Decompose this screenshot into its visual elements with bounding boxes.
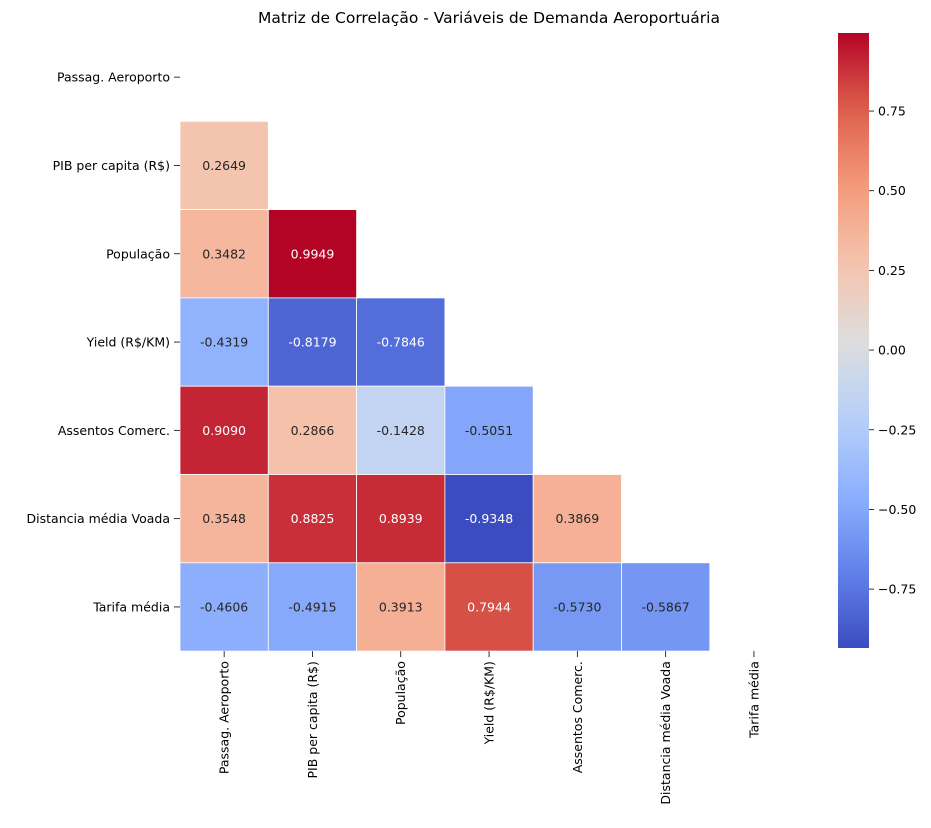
heatmap-cell-r6-c2	[356, 562, 446, 652]
y-tick-label-passag-aeroporto: Passag. Aeroporto	[57, 70, 170, 85]
colorbar-tick-label: −0.25	[878, 422, 916, 437]
heatmap-cell-label-r5-c4: 0.3869	[555, 511, 599, 526]
colorbar-tick-label: 0.75	[878, 104, 906, 119]
heatmap-cell-label-r4-c2: -0.1428	[377, 423, 425, 438]
colorbar-tick-label: 0.50	[878, 183, 906, 198]
y-tick-label-pib-per-capita-r: PIB per capita (R$)	[53, 158, 170, 173]
y-tick-label-populacao: População	[106, 246, 170, 261]
heatmap-cell-r1-c0	[179, 120, 269, 211]
heatmap-cell-label-r4-c1: 0.2866	[291, 423, 335, 438]
heatmap-cell-r5-c2	[356, 474, 446, 564]
heatmap-cell-label-r5-c1: 0.8825	[291, 511, 335, 526]
x-tick-label-populacao: População	[393, 661, 408, 725]
heatmap-cell-r6-c5	[621, 562, 711, 652]
y-tick-label-assentos-comerc: Assentos Comerc.	[58, 423, 170, 438]
heatmap-cell-label-r5-c3: -0.9348	[465, 511, 513, 526]
heatmap-cell-label-r5-c2: 0.8939	[379, 511, 423, 526]
heatmap-cell-label-r6-c4: -0.5730	[553, 599, 601, 614]
heatmap-cell-r4-c1	[267, 385, 357, 475]
colorbar-tick-label: 0.25	[878, 263, 906, 278]
x-tick-label-pib-per-capita-r: PIB per capita (R$)	[305, 661, 320, 778]
heatmap-cell-label-r4-c3: -0.5051	[465, 423, 513, 438]
y-tick-label-yield-r-km: Yield (R$/KM)	[86, 335, 170, 350]
heatmap-cells: 0.2649 0.3482 0.9949 -0.4319 -0.8179 -0.7846 0…	[179, 120, 711, 652]
heatmap-cell-label-r6-c1: -0.4915	[288, 599, 336, 614]
x-tick-label-distancia-media-voada: Distancia média Voada	[658, 661, 673, 804]
x-tick-label-tarifa-media: Tarifa média	[746, 661, 761, 739]
heatmap-cell-label-r6-c2: 0.3913	[379, 599, 423, 614]
colorbar-gradient	[838, 33, 869, 648]
x-tick-label-yield-r-km: Yield (R$/KM)	[482, 661, 497, 745]
heatmap-cell-label-r2-c1: 0.9949	[291, 246, 335, 261]
heatmap-cell-label-r6-c0: -0.4606	[200, 599, 248, 614]
heatmap-cell-r6-c3	[444, 562, 534, 652]
chart-title: Matriz de Correlação - Variáveis de Dema…	[258, 9, 720, 27]
heatmap-cell-label-r3-c1: -0.8179	[288, 335, 336, 350]
heatmap-cell-label-r2-c0: 0.3482	[202, 246, 246, 261]
x-axis-tick-labels: Passag. Aeroporto PIB per capita (R$) Popu…	[217, 651, 761, 805]
heatmap-cell-r6-c4	[532, 562, 622, 652]
x-tick-label-assentos-comerc: Assentos Comerc.	[570, 661, 585, 773]
heatmap-cell-label-r3-c0: -0.4319	[200, 335, 248, 350]
y-tick-label-tarifa-media: Tarifa média	[92, 599, 170, 614]
heatmap-cell-label-r6-c5: -0.5867	[642, 599, 690, 614]
heatmap-cell-r6-c1	[267, 562, 357, 652]
heatmap-cell-r3-c1	[267, 297, 357, 387]
colorbar-tick-label: −0.75	[878, 582, 916, 597]
heatmap-cell-r2-c0	[179, 209, 269, 299]
colorbar-tick-label: 0.00	[878, 343, 906, 358]
heatmap-cell-r5-c3	[444, 474, 534, 564]
heatmap-cell-r5-c1	[267, 474, 357, 564]
x-tick-label-passag-aeroporto: Passag. Aeroporto	[217, 661, 232, 774]
heatmap-cell-label-r5-c0: 0.3548	[202, 511, 246, 526]
heatmap-cell-label-r6-c3: 0.7944	[467, 599, 511, 614]
heatmap-cell-r3-c0	[179, 297, 269, 387]
heatmap-cell-r5-c4	[532, 474, 622, 564]
heatmap-cell-label-r4-c0: 0.9090	[202, 423, 246, 438]
heatmap-cell-r2-c1	[267, 209, 357, 299]
heatmap-cell-r3-c2	[356, 297, 446, 387]
colorbar: 0.75 0.50 0.25 0.00 −0.25 −0.50 −0.75	[838, 33, 916, 648]
heatmap-cell-label-r1-c0: 0.2649	[202, 158, 246, 173]
heatmap-cell-r4-c3	[444, 385, 534, 475]
heatmap-cell-label-r3-c2: -0.7846	[377, 335, 425, 350]
y-axis-tick-labels: Passag. Aeroporto PIB per capita (R$) Popu…	[27, 70, 180, 614]
y-tick-label-distancia-media-voada: Distancia média Voada	[27, 511, 170, 526]
colorbar-tick-label: −0.50	[878, 502, 916, 517]
